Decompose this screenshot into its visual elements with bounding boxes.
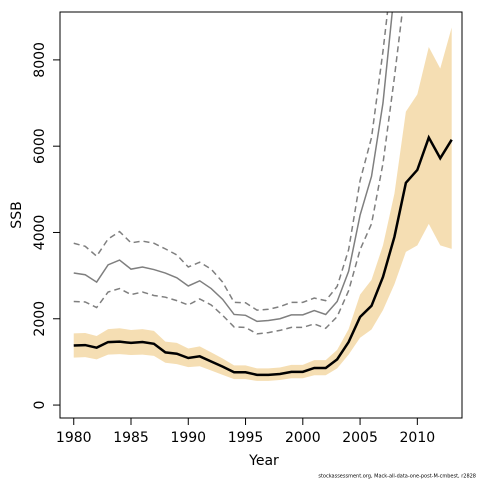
plot-area [73,12,453,381]
series-line [73,12,389,311]
x-tick-label: 1985 [113,430,149,446]
y-tick-label: 8000 [32,42,48,78]
x-tick-label: 2000 [285,430,321,446]
x-tick-label: 2010 [400,430,436,446]
confidence-band [73,27,452,381]
x-tick-label: 1995 [228,430,264,446]
y-tick-label: 4000 [32,215,48,251]
series-line [73,12,404,335]
footnote: stockassessment.org, Mack-all-data-one-p… [318,474,476,480]
x-tick-label: 2005 [342,430,378,446]
series-line [73,134,453,377]
plot-frame [59,11,463,419]
x-tick-label: 1980 [56,430,92,446]
y-tick-label: 0 [32,401,48,410]
x-tick-label: 1990 [170,430,206,446]
y-tick-label: 2000 [32,301,48,337]
y-axis-label: SSB [9,201,25,228]
y-tick-label: 6000 [32,128,48,164]
x-axis-label: Year [248,453,279,469]
series-line [73,12,394,323]
